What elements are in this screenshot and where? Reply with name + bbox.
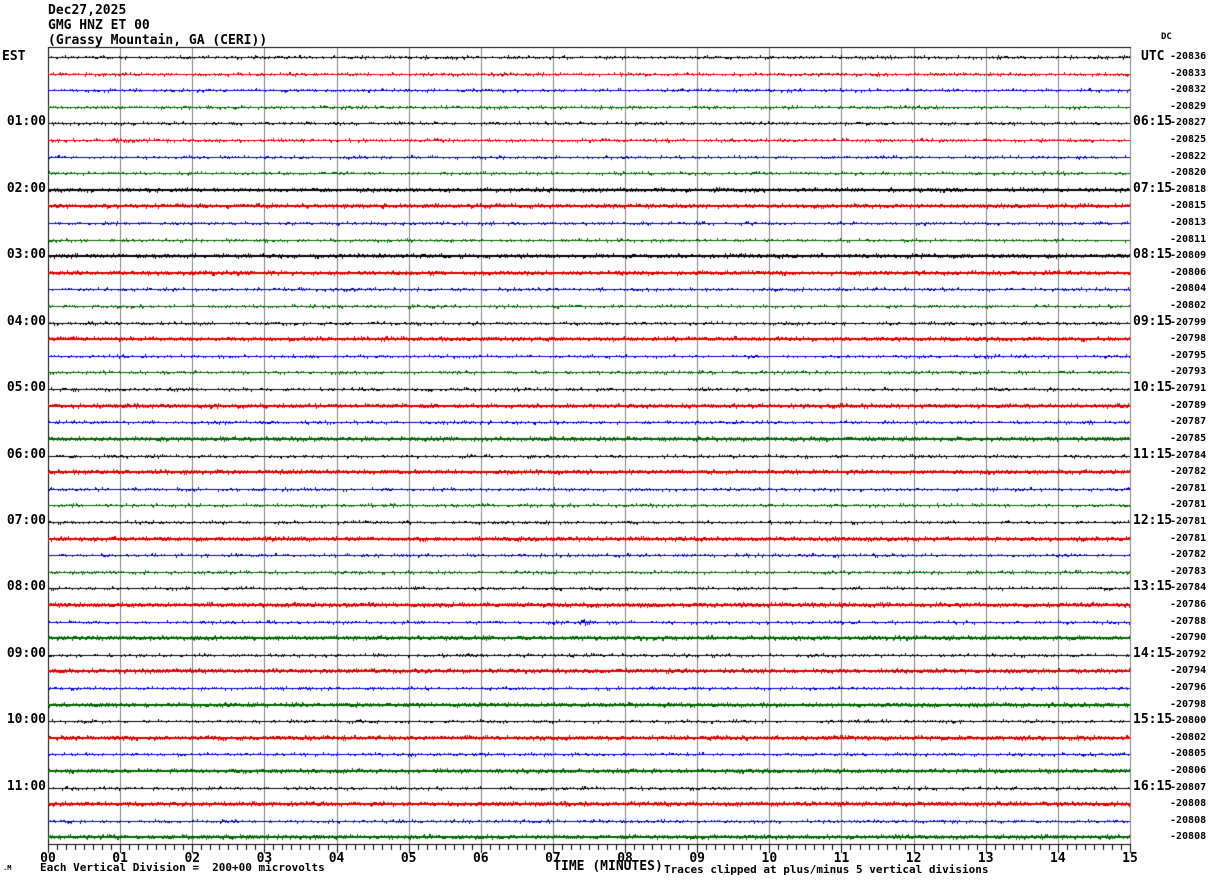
plot-watermark: .M — [3, 864, 12, 872]
utc-hour-label: 10:15 — [1133, 380, 1173, 396]
title-station-name: (Grassy Mountain, GA (CERI)) — [48, 33, 268, 48]
left-timezone-header: EST — [2, 49, 26, 64]
dc-value: -20815 — [1170, 200, 1207, 212]
est-hour-label: 09:00 — [6, 645, 46, 661]
dc-column-header: DC — [1161, 32, 1172, 42]
dc-value: -20836 — [1170, 51, 1207, 62]
x-tick-label: 10 — [761, 851, 778, 866]
x-tick-label: 05 — [400, 851, 417, 866]
dc-value: -20799 — [1170, 316, 1207, 328]
dc-value: -20791 — [1170, 383, 1207, 395]
utc-hour-label: 07:15 — [1133, 180, 1173, 196]
dc-value: -20782 — [1170, 549, 1207, 561]
dc-value: -20808 — [1170, 814, 1207, 826]
dc-value: -20808 — [1170, 831, 1207, 843]
dc-value: -20788 — [1170, 615, 1207, 627]
utc-hour-label: 13:15 — [1133, 579, 1173, 595]
dc-value: -20833 — [1170, 67, 1207, 79]
utc-hour-label: 12:15 — [1133, 512, 1173, 528]
dc-value: -20783 — [1170, 565, 1207, 577]
dc-value: -20798 — [1170, 698, 1207, 710]
x-tick-label: 01 — [112, 851, 128, 866]
x-tick-label: 12 — [905, 851, 922, 866]
dc-value: -20792 — [1170, 648, 1207, 660]
dc-value: -20781 — [1170, 532, 1207, 544]
x-tick-label: 13 — [977, 851, 994, 866]
utc-hour-label: 15:15 — [1133, 712, 1173, 728]
title-date: Dec27,2025 — [48, 3, 127, 18]
clipping-note: Traces clipped at plus/minus 5 vertical … — [664, 863, 989, 876]
utc-hour-label: 09:15 — [1133, 313, 1173, 329]
dc-value: -20804 — [1170, 283, 1207, 295]
dc-value: -20806 — [1170, 764, 1207, 776]
dc-value: -20786 — [1170, 598, 1207, 610]
dc-value: -20802 — [1170, 731, 1207, 743]
dc-value: -20806 — [1170, 266, 1207, 278]
dc-value: -20782 — [1170, 466, 1207, 478]
dc-value: -20822 — [1170, 150, 1207, 162]
dc-value: -20781 — [1170, 515, 1207, 527]
dc-value: -20807 — [1170, 781, 1207, 793]
est-hour-label: 10:00 — [6, 712, 46, 728]
x-tick-label: 07 — [545, 851, 561, 866]
est-hour-label: 07:00 — [6, 512, 46, 528]
x-tick-label: 06 — [472, 851, 489, 866]
est-hour-label: 03:00 — [6, 247, 46, 263]
title-station-channel: GMG HNZ ET 00 — [48, 18, 150, 33]
dc-value: -20800 — [1170, 715, 1207, 727]
utc-hour-label: 16:15 — [1133, 778, 1173, 794]
est-hour-label: 04:00 — [6, 313, 46, 329]
dc-value: -20829 — [1170, 100, 1207, 112]
est-hour-label: 02:00 — [6, 180, 46, 196]
dc-value: -20793 — [1170, 366, 1207, 378]
dc-value: -20790 — [1170, 632, 1207, 644]
dc-value: -20818 — [1170, 183, 1207, 195]
dc-value: -20832 — [1170, 84, 1207, 96]
est-hour-label: 11:00 — [6, 778, 46, 794]
x-tick-label: 14 — [1050, 851, 1066, 866]
dc-value: -20784 — [1170, 582, 1207, 594]
vertical-scale-note: Each Vertical Division = 200+00 microvol… — [40, 861, 325, 874]
right-timezone-header: UTC — [1141, 49, 1165, 64]
x-tick-label: 09 — [689, 851, 706, 866]
utc-hour-label: 11:15 — [1133, 446, 1173, 462]
dc-value: -20798 — [1170, 333, 1207, 345]
est-hour-label: 05:00 — [6, 380, 46, 396]
utc-hour-label: 14:15 — [1133, 645, 1173, 661]
dc-value: -20820 — [1170, 167, 1207, 179]
x-tick-label: 00 — [40, 851, 56, 866]
x-tick-label: 15 — [1122, 851, 1138, 866]
x-tick-label: 08 — [617, 851, 633, 866]
utc-hour-label: 08:15 — [1133, 247, 1173, 263]
dc-value: -20784 — [1170, 449, 1207, 461]
dc-value: -20789 — [1170, 399, 1207, 411]
x-tick-label: 11 — [833, 851, 850, 866]
dc-value: -20827 — [1170, 117, 1207, 129]
x-axis-title: TIME (MINUTES) — [553, 859, 663, 874]
est-hour-label: 01:00 — [6, 114, 46, 130]
x-tick-label: 04 — [328, 851, 345, 866]
dc-value: -20795 — [1170, 349, 1207, 361]
x-tick-label: 02 — [184, 851, 201, 866]
dc-value: -20809 — [1170, 250, 1207, 262]
dc-value: -20802 — [1170, 300, 1207, 312]
dc-value: -20796 — [1170, 681, 1207, 693]
dc-value: -20781 — [1170, 482, 1207, 494]
dc-value: -20811 — [1170, 233, 1207, 245]
est-hour-label: 06:00 — [6, 446, 46, 462]
dc-value: -20808 — [1170, 798, 1207, 810]
dc-value: -20813 — [1170, 217, 1207, 229]
utc-hour-label: 06:15 — [1133, 114, 1173, 130]
dc-value: -20794 — [1170, 665, 1207, 677]
dc-value: -20825 — [1170, 134, 1207, 146]
dc-value: -20785 — [1170, 432, 1207, 444]
x-tick-label: 03 — [256, 851, 273, 866]
dc-value: -20787 — [1170, 416, 1207, 428]
dc-value: -20781 — [1170, 499, 1207, 511]
dc-value: -20805 — [1170, 748, 1207, 760]
est-hour-label: 08:00 — [6, 579, 46, 595]
